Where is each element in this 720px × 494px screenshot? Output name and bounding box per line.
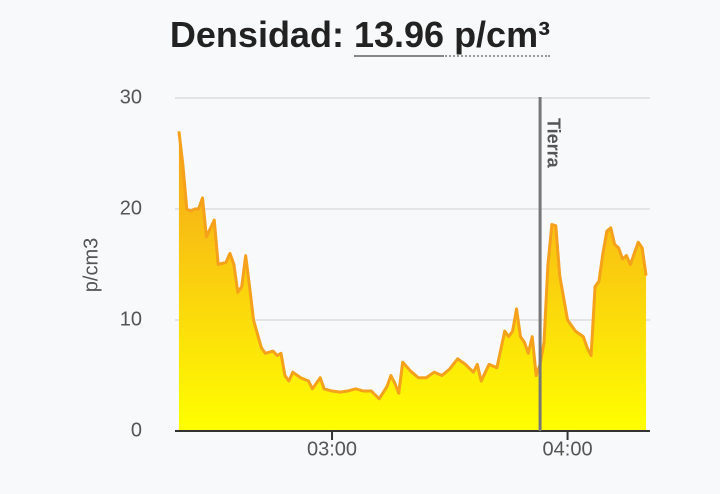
area [178,131,647,432]
reading-value: 13.96 [353,14,445,57]
line [177,131,648,401]
y-tick-label: 10 [120,308,142,330]
y-tick-label: 20 [120,197,142,219]
title-label: Densidad: [169,14,344,55]
x-tick-label: 04:00 [543,438,593,460]
x-tick-label: 03:00 [307,438,357,460]
reading: 13.96 p/cm³ [353,14,551,57]
title: Densidad: 13.96 p/cm³ [0,14,720,57]
reading-unit: p/cm³ [454,14,551,55]
annotation-label: Tierra [543,118,563,169]
y-axis-label: p/cm3 [80,238,102,292]
y-tick-label: 0 [131,419,142,441]
y-tick-label: 30 [120,86,142,108]
